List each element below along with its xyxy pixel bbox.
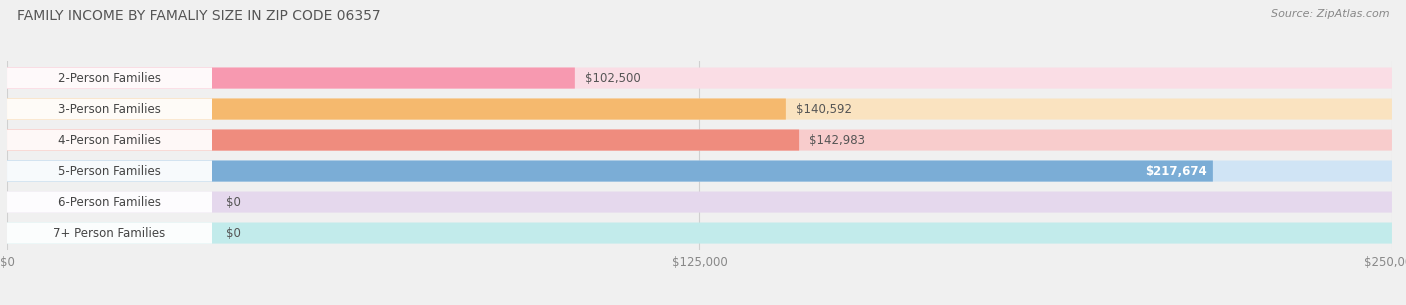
FancyBboxPatch shape: [7, 130, 1392, 151]
Text: 7+ Person Families: 7+ Person Families: [53, 227, 166, 239]
FancyBboxPatch shape: [7, 160, 212, 181]
Text: $102,500: $102,500: [585, 72, 640, 84]
Text: 6-Person Families: 6-Person Families: [58, 196, 162, 209]
Text: $0: $0: [226, 196, 240, 209]
Text: 4-Person Families: 4-Person Families: [58, 134, 162, 146]
FancyBboxPatch shape: [7, 192, 212, 213]
Text: 2-Person Families: 2-Person Families: [58, 72, 162, 84]
FancyBboxPatch shape: [7, 99, 212, 120]
FancyBboxPatch shape: [7, 223, 212, 244]
FancyBboxPatch shape: [7, 160, 1392, 181]
Text: $217,674: $217,674: [1146, 165, 1208, 178]
FancyBboxPatch shape: [7, 130, 212, 151]
FancyBboxPatch shape: [7, 99, 1392, 120]
FancyBboxPatch shape: [7, 223, 1392, 244]
FancyBboxPatch shape: [7, 67, 575, 88]
Text: $0: $0: [226, 227, 240, 239]
FancyBboxPatch shape: [7, 192, 1392, 213]
FancyBboxPatch shape: [7, 67, 212, 88]
Text: $140,592: $140,592: [796, 102, 852, 116]
Text: Source: ZipAtlas.com: Source: ZipAtlas.com: [1271, 9, 1389, 19]
Text: $142,983: $142,983: [808, 134, 865, 146]
FancyBboxPatch shape: [7, 67, 1392, 88]
FancyBboxPatch shape: [7, 130, 799, 151]
Text: FAMILY INCOME BY FAMALIY SIZE IN ZIP CODE 06357: FAMILY INCOME BY FAMALIY SIZE IN ZIP COD…: [17, 9, 381, 23]
Text: 3-Person Families: 3-Person Families: [58, 102, 160, 116]
Text: 5-Person Families: 5-Person Families: [58, 165, 160, 178]
FancyBboxPatch shape: [7, 99, 786, 120]
FancyBboxPatch shape: [7, 160, 1213, 181]
